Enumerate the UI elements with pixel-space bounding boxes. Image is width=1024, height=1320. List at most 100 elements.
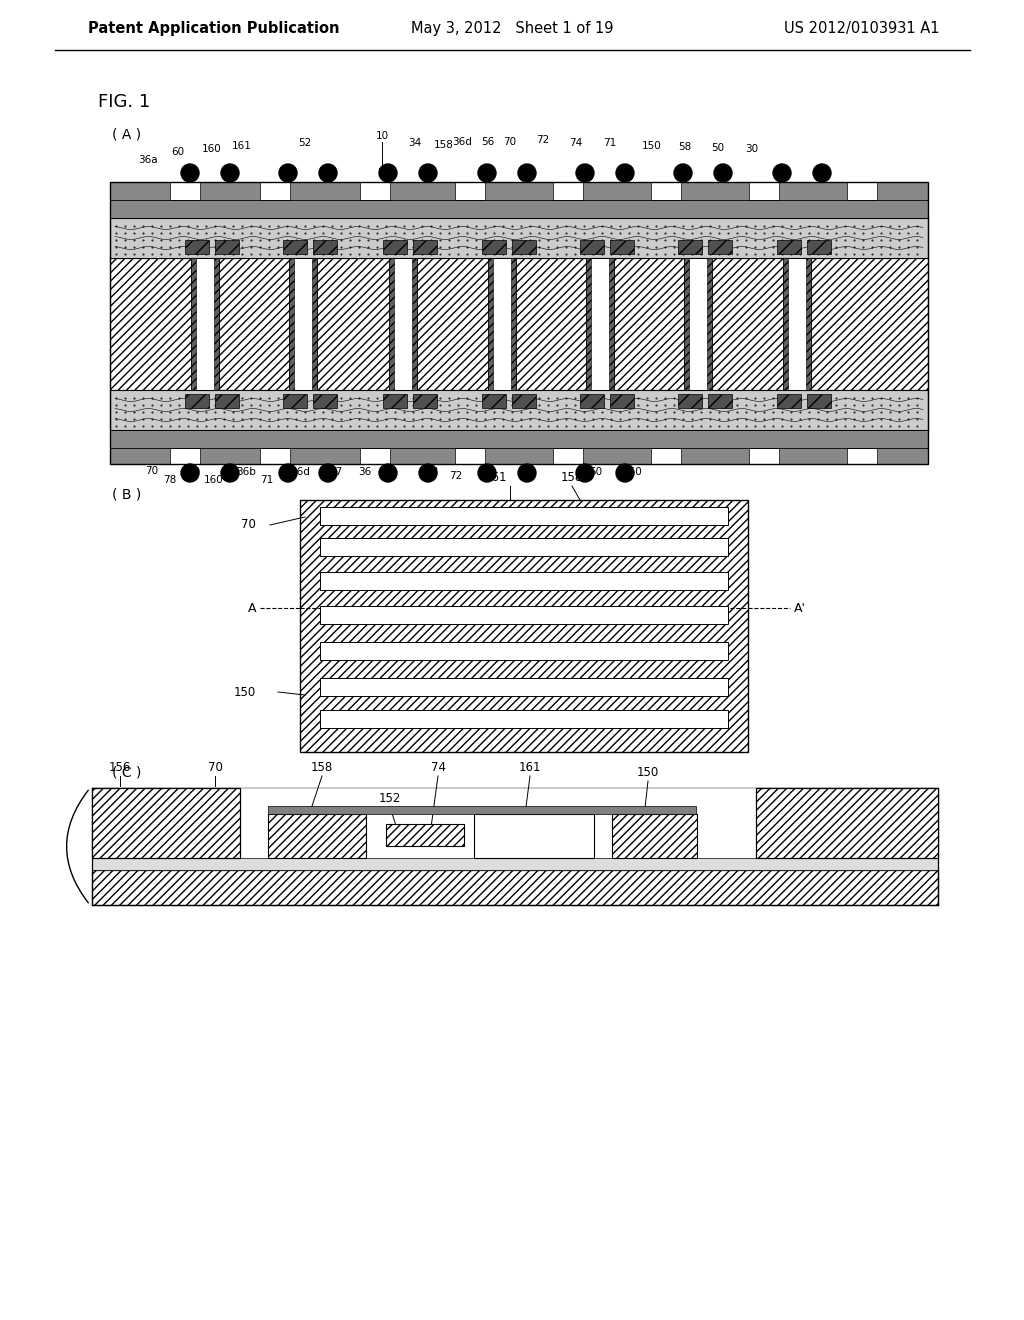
Text: A': A' [794, 602, 806, 615]
Text: May 3, 2012   Sheet 1 of 19: May 3, 2012 Sheet 1 of 19 [411, 21, 613, 36]
Text: 34: 34 [409, 139, 422, 148]
Bar [319, 539, 728, 556]
Circle shape [478, 465, 496, 482]
Bar [511, 257, 516, 389]
Text: 71: 71 [260, 475, 273, 484]
Text: 161: 161 [519, 762, 542, 774]
Bar [684, 257, 689, 389]
Bar [319, 572, 728, 590]
Bar [678, 240, 702, 253]
Circle shape [279, 465, 297, 482]
Circle shape [714, 164, 732, 182]
Bar [681, 182, 749, 201]
Bar [580, 393, 604, 408]
Text: 52: 52 [298, 139, 311, 148]
Bar [300, 500, 748, 752]
Circle shape [518, 164, 536, 182]
Text: 50: 50 [712, 143, 725, 153]
Circle shape [575, 164, 594, 182]
Text: 71: 71 [603, 139, 616, 148]
Bar [383, 240, 407, 253]
Text: Patent Application Publication: Patent Application Publication [88, 21, 340, 36]
Bar [390, 447, 455, 465]
Text: 160: 160 [204, 475, 224, 484]
Bar [512, 240, 536, 253]
Bar [110, 447, 170, 465]
Bar [413, 240, 437, 253]
Bar [609, 257, 614, 389]
Bar [92, 858, 938, 870]
Bar [110, 182, 928, 465]
FancyArrowPatch shape [67, 791, 88, 903]
Bar [290, 182, 360, 201]
Bar [268, 807, 696, 814]
Bar [684, 257, 712, 389]
Bar [877, 447, 928, 465]
Circle shape [813, 164, 831, 182]
Bar [215, 393, 239, 408]
Bar [215, 240, 239, 253]
Bar [756, 788, 938, 858]
Circle shape [773, 164, 791, 182]
Text: 58: 58 [425, 467, 438, 477]
Text: 36d: 36d [452, 137, 472, 147]
Bar [779, 182, 847, 201]
Text: 74: 74 [569, 139, 583, 148]
Bar [806, 257, 811, 389]
Text: 72: 72 [537, 135, 550, 145]
Text: 161: 161 [232, 141, 252, 150]
Text: 36a: 36a [138, 154, 158, 165]
Text: 34: 34 [383, 470, 396, 480]
Bar [474, 814, 594, 858]
Bar [708, 393, 732, 408]
Circle shape [221, 164, 239, 182]
Bar [200, 182, 260, 201]
Bar [482, 393, 506, 408]
Bar [319, 710, 728, 729]
Text: 158: 158 [311, 762, 333, 774]
Bar [413, 393, 437, 408]
Bar [681, 447, 749, 465]
Circle shape [518, 465, 536, 482]
Bar [191, 257, 219, 389]
Circle shape [379, 465, 397, 482]
Bar [268, 814, 366, 858]
Text: 30: 30 [745, 144, 759, 154]
Circle shape [181, 164, 199, 182]
Text: 160: 160 [202, 144, 222, 154]
Bar [610, 393, 634, 408]
Bar [283, 240, 307, 253]
Bar [200, 447, 260, 465]
Bar [488, 257, 516, 389]
Bar [185, 240, 209, 253]
Circle shape [616, 465, 634, 482]
Text: 60: 60 [187, 467, 201, 477]
Text: FIG. 1: FIG. 1 [98, 92, 151, 111]
Text: 74: 74 [430, 762, 445, 774]
Bar [783, 257, 788, 389]
Bar [283, 393, 307, 408]
Bar [678, 393, 702, 408]
Bar [707, 257, 712, 389]
Text: 74: 74 [519, 467, 532, 477]
Text: 152: 152 [379, 792, 401, 805]
Bar [389, 257, 394, 389]
Bar [877, 182, 928, 201]
Bar [110, 218, 928, 257]
Circle shape [379, 164, 397, 182]
Circle shape [181, 465, 199, 482]
Text: A: A [248, 602, 256, 615]
Text: 70: 70 [145, 466, 159, 477]
Circle shape [616, 164, 634, 182]
Bar [783, 257, 811, 389]
Bar [319, 678, 728, 696]
Text: ( C ): ( C ) [112, 766, 141, 779]
Text: 78: 78 [164, 475, 176, 484]
Circle shape [319, 465, 337, 482]
Bar [110, 201, 928, 218]
Text: 10: 10 [376, 131, 388, 141]
Text: 150: 150 [233, 685, 256, 698]
Bar [482, 240, 506, 253]
Bar [390, 182, 455, 201]
Text: 161: 161 [484, 471, 507, 484]
